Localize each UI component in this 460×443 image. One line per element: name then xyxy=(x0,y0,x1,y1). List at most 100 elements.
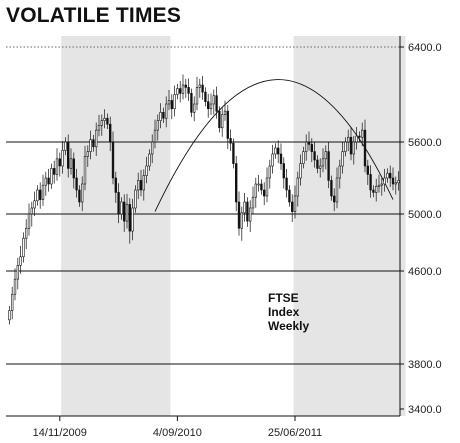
candle-body xyxy=(30,207,33,215)
candle-body xyxy=(193,103,196,113)
candle-body xyxy=(240,212,243,229)
candle xyxy=(274,143,277,159)
candle xyxy=(212,89,215,115)
candle-body xyxy=(170,100,173,110)
candle xyxy=(204,87,207,107)
candle xyxy=(313,142,316,168)
candle xyxy=(218,106,221,133)
candle xyxy=(338,159,341,189)
candle-body xyxy=(114,177,117,193)
candle xyxy=(36,185,39,206)
annotation-line-1: FTSE xyxy=(268,291,299,305)
candle-body xyxy=(103,117,106,121)
candle xyxy=(254,177,257,208)
candle xyxy=(324,145,327,170)
candle xyxy=(279,143,283,170)
candle xyxy=(187,78,190,101)
candle xyxy=(162,107,165,123)
candle-body xyxy=(184,84,187,88)
candle-body xyxy=(8,310,11,321)
candle-body xyxy=(89,139,92,152)
candle-body xyxy=(83,156,87,185)
candle xyxy=(153,119,157,149)
candle-body xyxy=(111,141,115,179)
candle-body xyxy=(249,207,252,222)
candle-body xyxy=(156,120,159,131)
candle-body xyxy=(13,278,17,295)
candle-body xyxy=(383,177,386,185)
candle-body xyxy=(19,256,22,266)
x-tick-label: 4/09/2010 xyxy=(153,427,202,439)
candle xyxy=(83,145,87,191)
candle-body xyxy=(271,153,274,167)
candle xyxy=(235,155,238,212)
candle xyxy=(195,76,199,111)
candle-body xyxy=(81,183,84,203)
candle-body xyxy=(235,163,238,203)
candle xyxy=(176,83,179,100)
candle-body xyxy=(148,153,151,167)
candle-body xyxy=(313,151,316,161)
candle-body xyxy=(349,136,353,155)
candle-body xyxy=(86,151,89,157)
candle-body xyxy=(377,184,381,187)
candle-body xyxy=(265,177,269,197)
candle xyxy=(8,305,11,325)
candle xyxy=(173,85,176,117)
y-tick-label: 4600.0 xyxy=(408,266,442,278)
candle-body xyxy=(316,159,319,169)
candle xyxy=(380,177,383,196)
candle xyxy=(170,94,173,120)
candle xyxy=(341,142,344,174)
candle-body xyxy=(330,180,333,197)
candle xyxy=(305,134,308,161)
candle-body xyxy=(394,182,397,185)
candle xyxy=(291,194,294,222)
candle xyxy=(268,159,271,189)
candle xyxy=(240,206,243,241)
candle-body xyxy=(95,129,98,148)
candle xyxy=(184,78,187,98)
candle xyxy=(41,174,45,206)
candle-body xyxy=(277,147,280,155)
candle xyxy=(369,165,372,198)
candle xyxy=(167,89,171,111)
candle xyxy=(209,93,213,115)
candle-body xyxy=(386,172,389,179)
candle xyxy=(232,138,235,169)
candle xyxy=(165,96,168,128)
candle-body xyxy=(229,138,232,144)
candle-body xyxy=(131,207,134,232)
candle-body xyxy=(190,93,193,113)
candle xyxy=(134,185,137,213)
candle xyxy=(319,158,322,178)
candle xyxy=(100,114,103,136)
candle xyxy=(117,183,120,224)
candle xyxy=(13,268,17,301)
candle-body xyxy=(106,117,109,125)
candle xyxy=(53,160,56,184)
candle-body xyxy=(293,195,297,212)
chart-title: VOLATILE TIMES xyxy=(6,4,182,27)
candle-body xyxy=(64,141,67,151)
candle-body xyxy=(319,165,322,169)
candle xyxy=(198,78,201,98)
candle xyxy=(123,194,126,232)
candle-body xyxy=(291,201,294,212)
axes: 3400.0 3800.0 4600.0 5000.0 5600.0 6400.0 14/1… xyxy=(6,36,442,439)
x-tick-label: 14/11/2009 xyxy=(33,427,87,439)
candle-body xyxy=(226,110,229,139)
candle xyxy=(114,171,117,203)
candle-body xyxy=(16,264,19,280)
y-tick-label: 6400.0 xyxy=(408,42,442,54)
shaded-band-2 xyxy=(293,36,406,416)
candle xyxy=(215,86,218,119)
candle-body xyxy=(397,180,400,184)
candle xyxy=(386,168,389,183)
candle xyxy=(285,168,288,198)
candle xyxy=(64,137,67,156)
candle-body xyxy=(363,129,367,167)
candle xyxy=(310,138,313,163)
x-tick-label: 25/06/2011 xyxy=(268,427,322,439)
